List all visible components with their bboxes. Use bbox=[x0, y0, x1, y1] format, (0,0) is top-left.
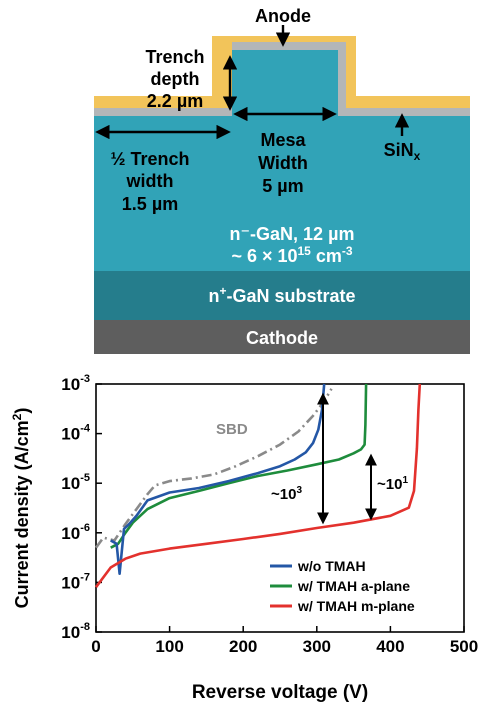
x-tick-label: 400 bbox=[376, 637, 404, 656]
sbd-annotation: SBD bbox=[216, 421, 248, 438]
series-line-w-o-tmah bbox=[110, 383, 326, 575]
x-axis-label: Reverse voltage (V) bbox=[192, 682, 368, 703]
legend: w/o TMAH w/ TMAH a-plane w/ TMAH m-plane bbox=[270, 558, 415, 614]
drift-doping-unit: cm bbox=[311, 246, 342, 266]
x-tick-label: 500 bbox=[450, 637, 478, 656]
trench-depth-line1: Trench bbox=[145, 47, 204, 67]
drift-layer bbox=[94, 50, 470, 271]
ratio2-label: ~101 bbox=[377, 475, 408, 493]
series-group bbox=[94, 383, 422, 588]
drift-label-line1: n⁻-GaN, 12 µm bbox=[230, 224, 355, 244]
y-axis-label-main: Current density (A/cm bbox=[12, 420, 32, 608]
series-line-w-tmah-a-plane bbox=[110, 383, 368, 549]
anode-metal-top bbox=[212, 36, 470, 108]
iv-chart: 0 100 200 300 400 500 10-3 10-4 10-5 10-6 10-7 10-8… bbox=[10, 373, 478, 703]
anode-label: Anode bbox=[255, 6, 311, 26]
drift-doping-unit-exp: -3 bbox=[342, 244, 353, 258]
plot-frame bbox=[95, 383, 465, 633]
substrate-plus: + bbox=[219, 284, 226, 298]
x-tick-label: 200 bbox=[229, 637, 257, 656]
mesa-width-line3: 5 µm bbox=[262, 176, 303, 196]
legend-label-wo-tmah: w/o TMAH bbox=[297, 558, 366, 574]
y-axis-label-end: ) bbox=[12, 408, 32, 414]
substrate-rest: -GaN substrate bbox=[226, 286, 355, 306]
y-tick-label: 10-6 bbox=[61, 522, 90, 543]
y-tick-label: 10-5 bbox=[61, 472, 90, 493]
substrate-label: n+-GaN substrate bbox=[208, 284, 355, 306]
series-line-w-tmah-m-plane bbox=[94, 383, 422, 588]
cathode-layer bbox=[94, 320, 470, 354]
y-axis-label: Current density (A/cm2) bbox=[10, 408, 32, 609]
y-tick-label: 10-3 bbox=[61, 373, 90, 394]
drift-label-line2: ~ 6 × 1015 cm-3 bbox=[231, 244, 352, 266]
sinx-layer bbox=[94, 42, 470, 116]
series-line-sbd bbox=[94, 388, 333, 549]
mesa-width-line1: Mesa bbox=[260, 130, 306, 150]
axis-ticks: 0 100 200 300 400 500 10-3 10-4 10-5 10-6 10-7 10-8 bbox=[61, 373, 478, 656]
x-tick-label: 300 bbox=[303, 637, 331, 656]
substrate-layer bbox=[94, 271, 470, 320]
ratio2-base: ~10 bbox=[377, 476, 402, 493]
half-trench-width-line3: 1.5 µm bbox=[122, 194, 178, 214]
ratio1-base: ~10 bbox=[271, 486, 296, 503]
legend-label-a-plane: w/ TMAH a-plane bbox=[297, 578, 410, 594]
sinx-label: SiNx bbox=[384, 140, 421, 163]
sinx-main: SiN bbox=[384, 140, 414, 160]
drift-doping-exp: 15 bbox=[298, 244, 312, 258]
y-tick-label: 10-8 bbox=[61, 621, 90, 642]
ratio2-exp: 1 bbox=[402, 475, 408, 486]
drift-doping-base: ~ 6 × 10 bbox=[231, 246, 297, 266]
trench-depth-line3: 2.2 µm bbox=[147, 91, 203, 111]
half-trench-width-line2: width bbox=[126, 171, 174, 191]
mesa-width-line2: Width bbox=[258, 153, 308, 173]
sinx-sub: x bbox=[414, 149, 421, 163]
x-tick-label: 0 bbox=[91, 637, 100, 656]
legend-label-m-plane: w/ TMAH m-plane bbox=[297, 598, 415, 614]
anode-metal bbox=[94, 42, 232, 108]
x-tick-label: 100 bbox=[155, 637, 183, 656]
y-tick-label: 10-7 bbox=[61, 571, 90, 592]
ratio1-exp: 3 bbox=[296, 485, 302, 496]
substrate-n: n bbox=[208, 286, 219, 306]
half-trench-width-line1: ½ Trench bbox=[110, 149, 189, 169]
y-axis-label-sup: 2 bbox=[10, 413, 24, 420]
device-cross-section: Anode Trench depth 2.2 µm ½ Trench width… bbox=[94, 6, 470, 354]
ratio1-label: ~103 bbox=[271, 485, 302, 503]
cathode-label: Cathode bbox=[246, 328, 318, 348]
y-tick-label: 10-4 bbox=[61, 423, 91, 444]
trench-depth-line2: depth bbox=[151, 69, 200, 89]
mesa bbox=[232, 50, 338, 116]
